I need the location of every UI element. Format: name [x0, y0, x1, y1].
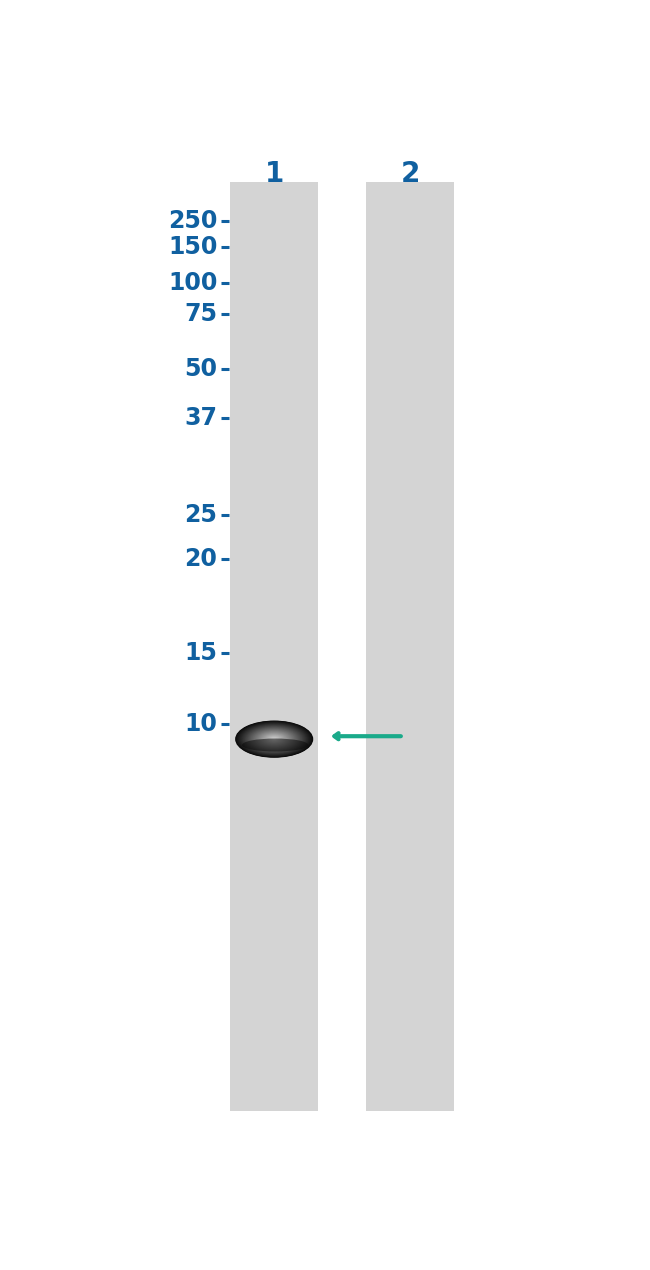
Ellipse shape: [261, 733, 287, 745]
Text: 150: 150: [168, 235, 217, 259]
Ellipse shape: [248, 726, 300, 752]
Text: 20: 20: [185, 547, 217, 572]
Text: 1: 1: [265, 160, 284, 188]
Ellipse shape: [254, 729, 294, 749]
Ellipse shape: [265, 734, 284, 744]
Ellipse shape: [259, 732, 289, 747]
Ellipse shape: [261, 733, 288, 745]
Text: 75: 75: [184, 302, 217, 325]
Ellipse shape: [263, 734, 286, 744]
Text: 10: 10: [185, 712, 217, 737]
Ellipse shape: [249, 726, 300, 752]
Text: 25: 25: [185, 503, 217, 527]
Ellipse shape: [246, 726, 302, 752]
Ellipse shape: [268, 737, 281, 742]
Ellipse shape: [257, 732, 291, 747]
Ellipse shape: [254, 729, 295, 749]
Ellipse shape: [240, 723, 309, 756]
Ellipse shape: [245, 725, 304, 753]
Ellipse shape: [256, 730, 292, 748]
Bar: [366, 182, 454, 1111]
Ellipse shape: [236, 721, 313, 757]
Ellipse shape: [263, 734, 285, 744]
Ellipse shape: [265, 735, 283, 743]
Text: 15: 15: [185, 641, 217, 665]
Text: 100: 100: [168, 272, 217, 296]
Ellipse shape: [264, 734, 285, 744]
Ellipse shape: [252, 729, 296, 749]
Text: 250: 250: [168, 208, 217, 232]
Ellipse shape: [235, 720, 313, 758]
Ellipse shape: [247, 726, 302, 752]
Ellipse shape: [270, 737, 279, 742]
Ellipse shape: [266, 735, 282, 743]
Ellipse shape: [237, 721, 311, 757]
Ellipse shape: [267, 735, 281, 743]
Ellipse shape: [237, 721, 312, 757]
Text: 50: 50: [184, 357, 217, 381]
Text: 2: 2: [400, 160, 420, 188]
Ellipse shape: [244, 725, 304, 753]
Ellipse shape: [253, 729, 296, 749]
Ellipse shape: [248, 726, 301, 752]
Ellipse shape: [258, 732, 291, 747]
Bar: [230, 182, 318, 1111]
Ellipse shape: [271, 738, 278, 740]
Ellipse shape: [260, 733, 289, 745]
Ellipse shape: [259, 732, 290, 747]
Ellipse shape: [241, 724, 307, 754]
Ellipse shape: [272, 738, 276, 740]
Ellipse shape: [270, 738, 278, 740]
Ellipse shape: [255, 730, 293, 748]
Ellipse shape: [243, 724, 306, 754]
Ellipse shape: [244, 725, 305, 753]
Ellipse shape: [255, 730, 294, 748]
Ellipse shape: [262, 733, 287, 745]
Ellipse shape: [239, 723, 309, 756]
Ellipse shape: [268, 737, 280, 742]
Ellipse shape: [266, 735, 283, 743]
Ellipse shape: [239, 723, 310, 756]
Ellipse shape: [242, 724, 306, 754]
Ellipse shape: [272, 738, 277, 740]
Ellipse shape: [238, 721, 311, 757]
Ellipse shape: [250, 728, 299, 751]
Text: 37: 37: [184, 406, 217, 431]
Ellipse shape: [246, 725, 303, 753]
Ellipse shape: [242, 724, 307, 754]
Ellipse shape: [250, 728, 298, 751]
Ellipse shape: [269, 737, 280, 742]
Ellipse shape: [242, 738, 308, 752]
Ellipse shape: [251, 728, 298, 751]
Ellipse shape: [240, 723, 308, 756]
Ellipse shape: [252, 728, 297, 751]
Ellipse shape: [257, 730, 292, 748]
